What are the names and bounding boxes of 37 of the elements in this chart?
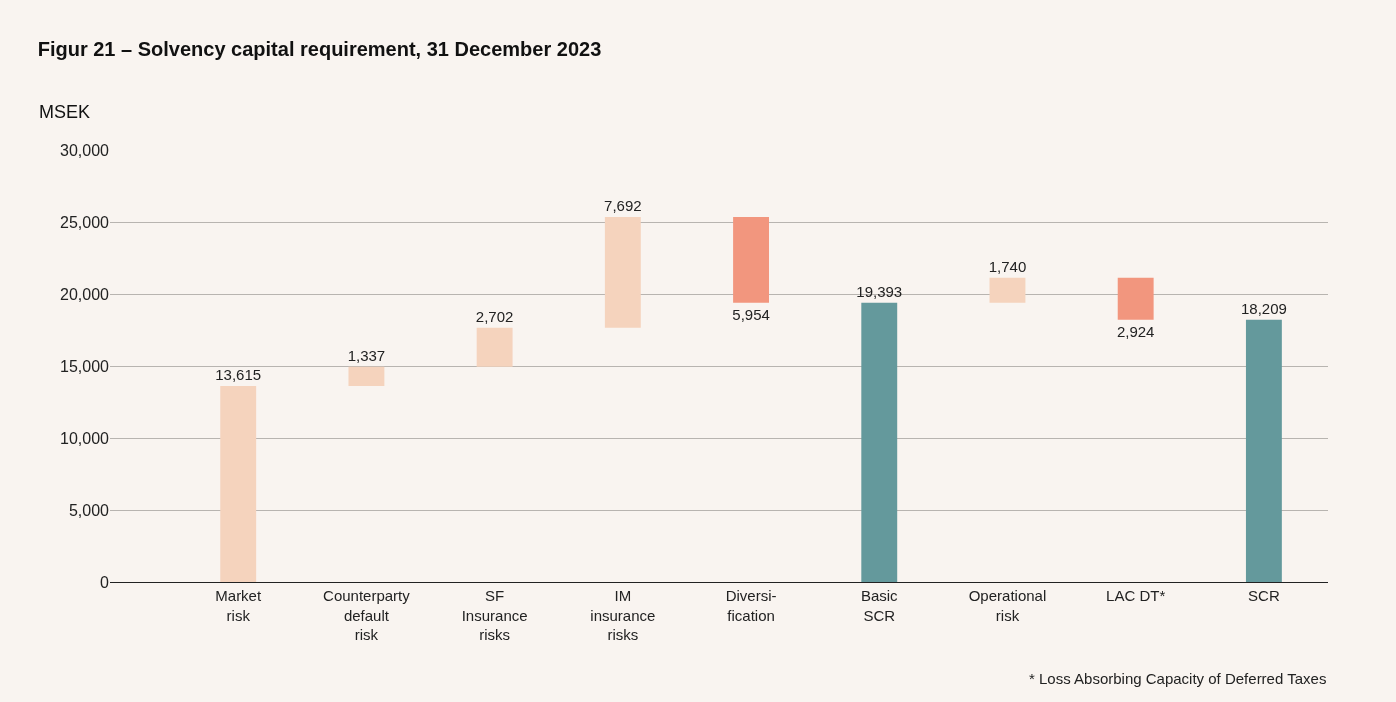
y-tick-label: 25,000 (60, 213, 110, 231)
data-label: 5,954 (732, 305, 770, 323)
data-label: 7,692 (604, 197, 642, 215)
chart-title: Figur 21 – Solvency capital requirement, 31 December 2023 (37, 38, 602, 61)
x-tick-label: IM insurance risks (590, 587, 656, 643)
data-label: 1,337 (347, 346, 386, 364)
x-tick-label: Diversi- fication (725, 587, 777, 624)
bar (476, 327, 513, 367)
data-label: 1,740 (988, 257, 1027, 275)
x-tick-label: Basic SCR (860, 587, 899, 624)
data-label: 2,924 (1116, 322, 1155, 340)
y-tick-label: 20,000 (60, 285, 110, 303)
y-tick-label: 30,000 (60, 141, 110, 159)
bar (989, 277, 1026, 303)
bar (1245, 319, 1282, 582)
bar (604, 217, 641, 328)
x-tick-label: Market risk (215, 587, 262, 624)
data-label: 19,393 (856, 282, 903, 300)
bar (348, 366, 385, 386)
data-label: 18,209 (1240, 299, 1287, 317)
y-tick-label: 10,000 (60, 429, 110, 447)
bar (1117, 277, 1154, 320)
text: * Loss Absorbing Capacity of Deferred Taxes (1029, 670, 1327, 687)
x-tick-label: SF Insurance risks (461, 587, 528, 643)
bar (733, 217, 769, 303)
y-tick-label: 5,000 (68, 501, 110, 519)
y-axis-title: MSEK (39, 102, 91, 122)
x-tick-label: LAC DT* (1106, 587, 1166, 604)
x-tick-label: Counterparty default risk (323, 587, 411, 643)
data-label: 13,615 (215, 365, 262, 383)
y-tick-label: 0 (100, 573, 110, 591)
bar (220, 385, 257, 582)
data-label: 2,702 (475, 307, 514, 325)
x-tick-label: SCR (1248, 587, 1280, 604)
y-tick-label: 15,000 (60, 357, 110, 375)
x-tick-label: Operational risk (968, 587, 1047, 624)
bar (861, 302, 898, 582)
